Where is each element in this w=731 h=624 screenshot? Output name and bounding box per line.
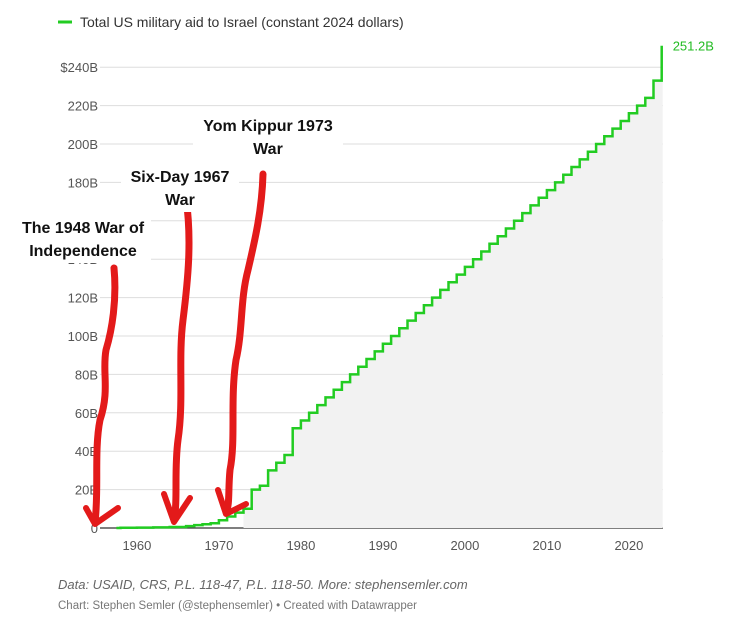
y-tick-label: 200B [68, 137, 98, 152]
y-tick-label: 100B [68, 329, 98, 344]
x-tick-label: 2010 [532, 538, 561, 553]
y-axis: 020B40B60B80B100B120B140B160B180B200B220… [60, 60, 98, 536]
annotation-arrow [91, 264, 119, 526]
annotation-backing [15, 216, 151, 263]
annotation-label: Yom Kippur 1973 [203, 118, 333, 135]
x-tick-label: 2020 [614, 538, 643, 553]
annotations: The 1948 War of Independence Six-Day 1967 W… [15, 114, 343, 263]
annotation-arrowhead [215, 487, 249, 517]
annotation-arrowhead [83, 505, 121, 527]
x-tick-label: 1960 [122, 538, 151, 553]
annotation-label: War [253, 141, 283, 158]
source-note: Data: USAID, CRS, P.L. 118-47, P.L. 118-… [58, 577, 468, 592]
y-tick-label: 20B [75, 483, 98, 498]
y-tick-label: 80B [75, 367, 98, 382]
annotation-arrows [83, 170, 267, 527]
end-value-label: 251.2B [673, 39, 714, 54]
y-tick-label: 0 [91, 521, 98, 536]
x-tick-label: 1990 [368, 538, 397, 553]
y-tick-label: 220B [68, 99, 98, 114]
annotation-backing [193, 114, 343, 161]
x-axis: 1960 1970 1980 1990 2000 2010 2020 [122, 538, 643, 553]
y-tick-label: $240B [60, 60, 98, 75]
annotation-label: Independence [29, 243, 137, 260]
annotation-backing [121, 165, 239, 212]
annotation-label: War [165, 192, 195, 209]
x-tick-label: 2000 [450, 538, 479, 553]
chart: Total US military aid to Israel (constan… [15, 14, 714, 553]
annotation-arrowhead [161, 491, 193, 525]
y-tick-label: 40B [75, 444, 98, 459]
annotation-arrow [170, 194, 193, 524]
series-area [243, 45, 663, 529]
credit-note: Chart: Stephen Semler (@stephensemler) •… [58, 600, 417, 612]
legend-label: Total US military aid to Israel (constan… [80, 14, 404, 30]
series-line [116, 45, 663, 530]
y-tick-label: 60B [75, 406, 98, 421]
y-tick-label: 120B [68, 291, 98, 306]
annotation-label: Six-Day 1967 [131, 169, 230, 186]
x-tick-label: 1980 [286, 538, 315, 553]
annotation-arrow [222, 170, 267, 516]
legend: Total US military aid to Israel (constan… [58, 14, 404, 30]
annotation-label: The 1948 War of [22, 220, 145, 237]
y-tick-label: 180B [68, 175, 98, 190]
x-tick-label: 1970 [204, 538, 233, 553]
